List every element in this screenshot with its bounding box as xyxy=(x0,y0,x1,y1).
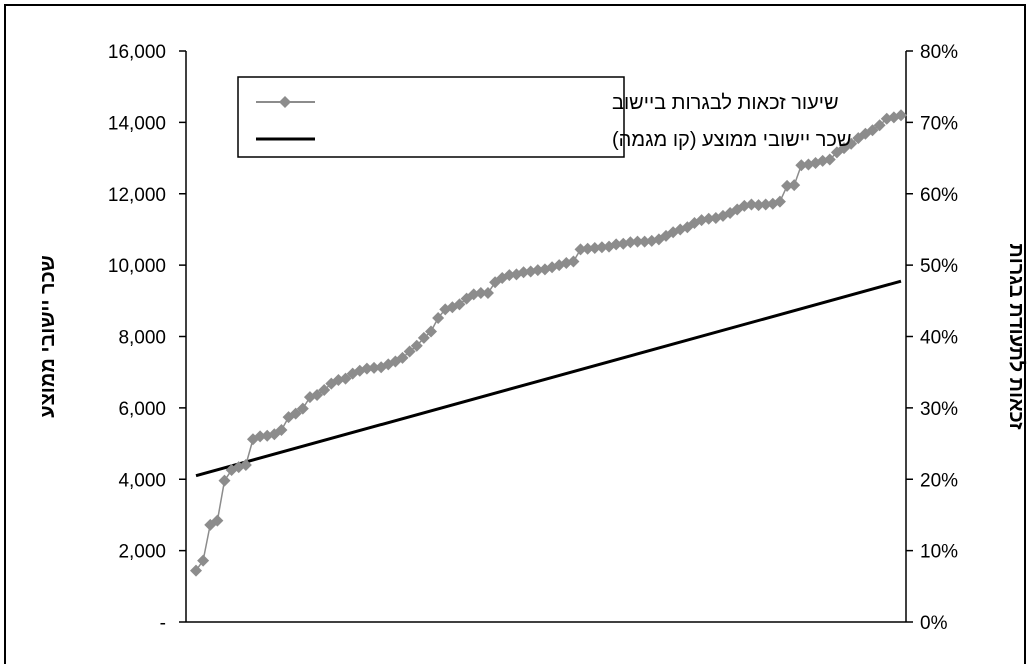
chart-frame xyxy=(4,4,1026,664)
legend-item-trend: שכר יישובי ממוצע (קו מגמה) xyxy=(256,129,852,151)
rate-point xyxy=(574,243,587,256)
rate-point xyxy=(517,266,530,279)
rate-point xyxy=(895,109,907,122)
rate-point xyxy=(339,372,352,385)
rate-point xyxy=(254,430,267,443)
rate-point xyxy=(745,198,758,211)
left-tick-label: 6,000 xyxy=(118,399,166,420)
rate-point xyxy=(190,564,202,577)
rate-point xyxy=(410,339,423,352)
rate-point xyxy=(773,195,786,208)
legend-diamond-marker xyxy=(279,96,291,108)
series-layer xyxy=(190,109,907,577)
right-tick-label: 30% xyxy=(920,399,958,420)
legend-label-rate: שיעור זכאות לבגרות ביישוב xyxy=(612,92,839,114)
rate-point xyxy=(481,286,494,299)
right-tick-label: 60% xyxy=(920,185,958,206)
rate-point xyxy=(453,298,466,311)
rate-point xyxy=(396,351,409,364)
left-tick-label: 10,000 xyxy=(108,256,166,277)
rate-point xyxy=(873,119,886,132)
rate-point xyxy=(845,137,858,150)
rate-point xyxy=(211,514,224,527)
left-tick-label: 4,000 xyxy=(118,470,166,491)
right-tick-label: 40% xyxy=(920,328,958,349)
rate-point xyxy=(624,236,637,249)
rate-point xyxy=(610,238,623,251)
rate-point xyxy=(474,286,487,299)
right-tick-label: 10% xyxy=(920,542,958,563)
legend: שיעור זכאות לבגרות ביישוב שכר יישובי ממו… xyxy=(237,76,852,158)
rate-point xyxy=(795,159,808,172)
rate-point xyxy=(417,331,430,344)
rate-point xyxy=(368,361,381,374)
rate-point xyxy=(631,235,644,248)
right-axis-ticks: 0% 10% 20% 30% 40% 50% 60% 70% 80% xyxy=(906,42,958,634)
rate-point xyxy=(503,269,516,282)
legend-item-rate: שיעור זכאות לבגרות ביישוב xyxy=(256,92,839,114)
rate-point xyxy=(788,179,801,192)
left-tick-label: 16,000 xyxy=(108,42,166,63)
right-tick-label: 80% xyxy=(920,42,958,63)
rate-point xyxy=(197,554,210,567)
rate-point xyxy=(866,124,879,137)
rate-point xyxy=(531,264,544,277)
legend-label-trend: שכר יישובי ממוצע (קו מגמה) xyxy=(612,129,852,151)
rate-point xyxy=(638,235,651,248)
right-tick-label: 50% xyxy=(920,256,958,277)
rate-point xyxy=(289,407,302,420)
rate-point xyxy=(218,474,231,487)
rate-point xyxy=(275,424,288,437)
rate-point xyxy=(239,458,252,471)
left-tick-label: 2,000 xyxy=(118,542,166,563)
rate-point xyxy=(781,179,794,192)
right-tick-label: 0% xyxy=(920,613,948,634)
left-axis-ticks: - 2,000 4,000 6,000 8,000 10,000 12,000 14,000 1… xyxy=(108,42,186,634)
right-tick-label: 20% xyxy=(920,470,958,491)
rate-point xyxy=(425,325,437,338)
rate-point xyxy=(588,241,601,254)
rate-point xyxy=(432,311,445,324)
rate-point xyxy=(581,242,594,255)
rate-point xyxy=(311,389,324,402)
left-axis-title: שכר יישובי ממוצע xyxy=(37,255,59,417)
rate-point xyxy=(360,362,373,375)
rate-point xyxy=(823,153,836,166)
rate-point xyxy=(296,402,309,415)
right-axis-title: זכאות לתעודת בגרות xyxy=(1005,243,1027,430)
rate-point xyxy=(702,212,715,225)
rate-point xyxy=(752,199,765,212)
rate-point xyxy=(318,384,331,397)
right-tick-label: 70% xyxy=(920,113,958,134)
left-tick-label: 14,000 xyxy=(108,113,166,134)
left-tick-label: 8,000 xyxy=(118,328,166,349)
rate-point xyxy=(403,345,416,358)
axes xyxy=(185,51,907,623)
legend-box xyxy=(237,76,625,158)
rate-point xyxy=(567,255,580,268)
trend-line xyxy=(195,279,902,478)
rate-point xyxy=(759,198,772,211)
rate-point xyxy=(595,241,608,254)
left-tick-label: 12,000 xyxy=(108,185,166,206)
left-tick-label: - xyxy=(160,613,166,634)
